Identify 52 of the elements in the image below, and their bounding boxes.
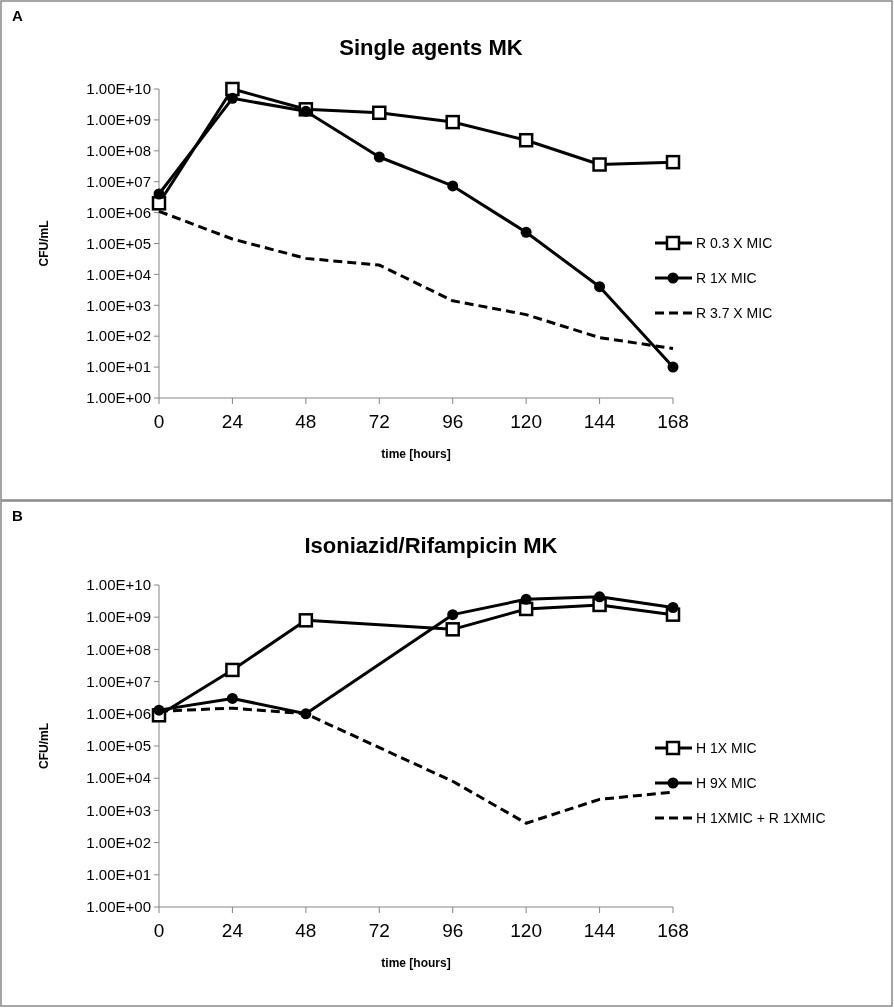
text: A [12, 7, 23, 24]
y-tick-label: 1.00E+06 [86, 705, 151, 723]
y-axis-title: CFU/mL [37, 723, 51, 769]
x-tick-label: 72 [368, 411, 390, 432]
legend-label: R 1X MIC [696, 269, 757, 286]
y-tick-label: 1.00E+08 [86, 640, 151, 658]
y-tick-label: 1.00E+09 [86, 111, 151, 129]
legend-label: R 0.3 X MIC [696, 234, 773, 251]
x-tick-label: 72 [368, 920, 390, 941]
x-tick-label: 96 [442, 411, 464, 432]
y-tick-label: 1.00E+02 [86, 833, 151, 851]
y-tick-label: 1.00E+07 [86, 672, 151, 690]
y-tick-label: 1.00E+02 [86, 327, 151, 345]
x-tick-label: 48 [295, 920, 317, 941]
y-tick-label: 1.00E+03 [86, 296, 151, 314]
y-tick-label: 1.00E+04 [86, 265, 151, 283]
text: B [12, 507, 23, 524]
chart-title: Isoniazid/Rifampicin MK [304, 533, 558, 558]
x-tick-label: 120 [510, 920, 542, 941]
y-tick-label: 1.00E+07 [86, 172, 151, 190]
legend-label: H 1XMIC + R 1XMIC [696, 809, 826, 826]
x-tick-label: 24 [221, 411, 244, 432]
y-axis-title: CFU/mL [37, 220, 51, 267]
y-tick-label: 1.00E+00 [86, 389, 151, 407]
x-tick-label: 168 [657, 920, 689, 941]
y-tick-label: 1.00E+01 [86, 358, 151, 376]
x-tick-label: 24 [221, 920, 244, 941]
y-tick-label: 1.00E+08 [86, 142, 151, 160]
legend-label: R 3.7 X MIC [696, 304, 773, 321]
x-tick-label: 168 [657, 411, 689, 432]
y-tick-label: 1.00E+05 [86, 737, 151, 755]
x-tick-label: 120 [510, 411, 542, 432]
x-tick-label: 0 [153, 411, 165, 432]
y-tick-label: 1.00E+05 [86, 234, 151, 252]
y-tick-label: 1.00E+10 [86, 576, 151, 594]
legend-label: H 9X MIC [696, 774, 757, 791]
legend-label: H 1X MIC [696, 739, 757, 756]
chart-title: Single agents MK [339, 35, 523, 60]
y-tick-label: 1.00E+03 [86, 801, 151, 819]
x-tick-label: 0 [153, 920, 165, 941]
x-tick-label: 144 [583, 411, 616, 432]
y-tick-label: 1.00E+01 [86, 866, 151, 884]
y-tick-label: 1.00E+00 [86, 898, 151, 916]
y-tick-label: 1.00E+04 [86, 769, 151, 787]
x-tick-label: 48 [295, 411, 317, 432]
x-tick-label: 144 [583, 920, 616, 941]
y-tick-label: 1.00E+09 [86, 608, 151, 626]
y-tick-label: 1.00E+10 [86, 80, 151, 98]
x-axis-title: time [hours] [381, 447, 451, 461]
y-tick-label: 1.00E+06 [86, 203, 151, 221]
x-axis-title: time [hours] [381, 956, 451, 970]
x-tick-label: 96 [442, 920, 464, 941]
